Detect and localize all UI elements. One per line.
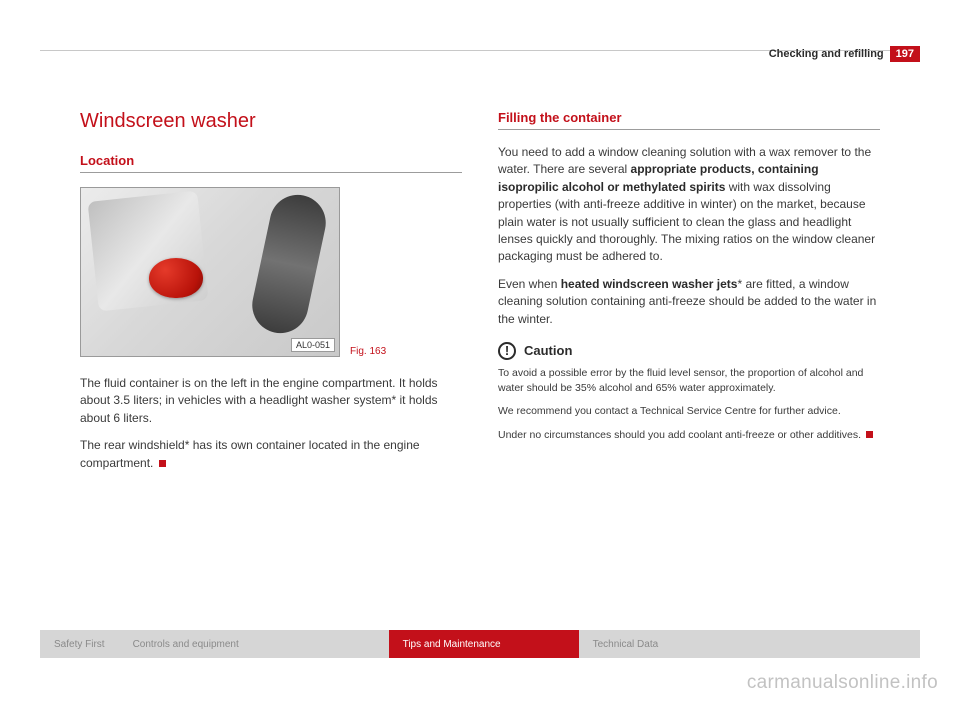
tab-safety-first[interactable]: Safety First (40, 630, 119, 658)
figure-label: Fig. 163 (350, 346, 386, 357)
figure-image: AL0-051 (80, 187, 340, 357)
tab-tips-maintenance[interactable]: Tips and Maintenance (389, 630, 579, 658)
heading-windscreen-washer: Windscreen washer (80, 110, 462, 133)
figure-washer-cap (149, 258, 203, 298)
caution-label: Caution (524, 343, 572, 358)
figure-163: AL0-051 Fig. 163 (80, 187, 462, 357)
filling-para-2: Even when heated windscreen washer jets*… (498, 276, 880, 328)
end-marker-icon (866, 431, 873, 438)
heading-location: Location (80, 153, 462, 173)
location-para-2: The rear windshield* has its own contain… (80, 437, 462, 472)
caution-para-3: Under no circumstances should you add co… (498, 428, 880, 443)
caution-p3-text: Under no circumstances should you add co… (498, 429, 861, 441)
caution-para-2: We recommend you contact a Technical Ser… (498, 404, 880, 419)
left-column: Windscreen washer Location AL0-051 Fig. … (80, 110, 462, 482)
page-number: 197 (890, 46, 920, 62)
watermark: carmanualsonline.info (747, 672, 938, 694)
end-marker-icon (159, 460, 166, 467)
page-frame: Checking and refilling 197 Windscreen wa… (40, 50, 920, 658)
location-para-1: The fluid container is on the left in th… (80, 375, 462, 427)
page-header: Checking and refilling 197 (769, 46, 920, 62)
footer-tabs: Safety First Controls and equipment Tips… (40, 630, 920, 658)
location-para-2-text: The rear windshield* has its own contain… (80, 438, 420, 469)
caution-icon: ! (498, 342, 516, 360)
figure-tag: AL0-051 (291, 338, 335, 352)
caution-heading: ! Caution (498, 342, 880, 360)
tab-technical-data[interactable]: Technical Data (579, 630, 920, 658)
heading-filling: Filling the container (498, 110, 880, 130)
right-column: Filling the container You need to add a … (498, 110, 880, 482)
figure-hose (247, 190, 331, 339)
section-title: Checking and refilling (769, 48, 884, 60)
filling-para-1: You need to add a window cleaning soluti… (498, 144, 880, 266)
caution-para-1: To avoid a possible error by the fluid l… (498, 366, 880, 396)
content-columns: Windscreen washer Location AL0-051 Fig. … (80, 110, 880, 482)
tab-controls-equipment[interactable]: Controls and equipment (119, 630, 389, 658)
filling-p2-lead: Even when (498, 277, 561, 291)
filling-p2-bold: heated windscreen washer jets (561, 277, 738, 291)
